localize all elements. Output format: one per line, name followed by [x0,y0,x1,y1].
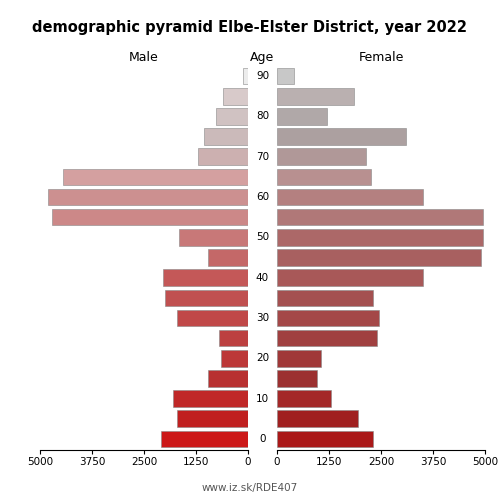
Bar [277,229,483,246]
Text: 60: 60 [256,192,269,202]
Bar [277,168,370,185]
Bar [160,430,248,447]
Bar [277,390,331,407]
Bar [223,88,248,104]
Bar [204,128,248,145]
Bar [208,370,248,386]
Bar [219,330,248,346]
Bar [173,390,248,407]
Text: 10: 10 [256,394,269,404]
Text: 40: 40 [256,272,269,282]
Bar [277,128,406,145]
Bar [180,229,248,246]
Bar [277,88,354,104]
Bar [277,430,372,447]
Bar [277,108,327,124]
Text: 90: 90 [256,71,269,81]
Bar [277,350,320,366]
Bar [177,310,248,326]
Bar [277,330,377,346]
Bar [165,290,248,306]
Bar [243,68,248,84]
Bar [277,310,379,326]
Text: 0: 0 [259,434,266,444]
Bar [277,410,358,427]
Text: 20: 20 [256,354,269,364]
Bar [277,68,293,84]
Title: Female: Female [358,51,404,64]
Text: 50: 50 [256,232,269,242]
Text: 30: 30 [256,313,269,323]
Bar [162,270,248,286]
Bar [277,290,372,306]
Text: 70: 70 [256,152,269,162]
Bar [221,350,248,366]
Bar [208,249,248,266]
Bar [198,148,248,165]
Text: demographic pyramid Elbe-Elster District, year 2022: demographic pyramid Elbe-Elster District… [32,20,468,35]
Text: www.iz.sk/RDE407: www.iz.sk/RDE407 [202,482,298,492]
Title: Age: Age [250,51,274,64]
Bar [63,168,248,185]
Text: 80: 80 [256,112,269,122]
Bar [277,249,481,266]
Bar [277,189,422,206]
Bar [48,189,248,206]
Bar [52,209,248,226]
Bar [277,370,316,386]
Title: Male: Male [129,51,159,64]
Bar [277,209,483,226]
Bar [277,270,422,286]
Bar [177,410,248,427]
Bar [277,148,366,165]
Bar [216,108,248,124]
